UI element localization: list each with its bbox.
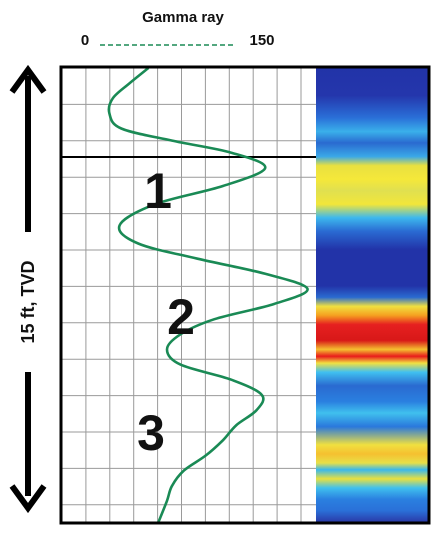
- zone-label-1: 1: [144, 163, 172, 219]
- plot-border: [59, 65, 431, 525]
- zone-label-3: 3: [137, 405, 165, 461]
- image-log-track: [316, 68, 428, 522]
- x-max-label: 150: [249, 32, 274, 49]
- grid: [62, 68, 316, 522]
- curve-name-label: Gamma ray: [142, 9, 224, 26]
- x-min-label: 0: [81, 32, 89, 49]
- depth-scale-arrow: [9, 64, 47, 514]
- zone-label-2: 2: [167, 289, 195, 345]
- gamma-ray-curve: [107, 66, 309, 523]
- depth-scale-label: 15 ft, TVD: [18, 260, 38, 343]
